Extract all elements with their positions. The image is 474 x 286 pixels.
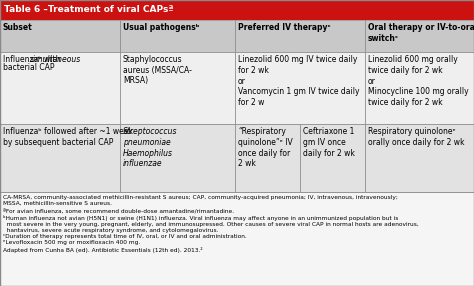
Text: Oral therapy or IV-to-oral
switchᶜ: Oral therapy or IV-to-oral switchᶜ (368, 23, 474, 43)
Text: Influenzaᵇ followed after ~1 week
by subsequent bacterial CAP: Influenzaᵇ followed after ~1 week by sub… (3, 127, 133, 147)
Bar (0, 52, 120, 124)
Text: Staphylococcus
aureus (MSSA/CA-
MRSA): Staphylococcus aureus (MSSA/CA- MRSA) (123, 55, 192, 86)
Text: bacterial CAP: bacterial CAP (3, 63, 55, 72)
Text: Linezolid 600 mg orally
twice daily for 2 wk
or
Minocycline 100 mg orally
twice : Linezolid 600 mg orally twice daily for … (368, 55, 469, 107)
Text: Ceftriaxone 1
gm IV once
daily for 2 wk: Ceftriaxone 1 gm IV once daily for 2 wk (303, 127, 355, 158)
Bar (365, 124, 474, 192)
Bar (365, 52, 474, 124)
Text: Influenzaᵇ with: Influenzaᵇ with (3, 55, 63, 64)
Bar (120, 52, 235, 124)
Text: CA-MRSA, community-associated methicillin-resistant S aureus; CAP, community-acq: CA-MRSA, community-associated methicilli… (3, 195, 419, 253)
Bar (365, 20, 474, 52)
Bar (0, 124, 120, 192)
Text: Preferred IV therapyᶜ: Preferred IV therapyᶜ (238, 23, 331, 32)
Bar (235, 124, 300, 192)
Bar (235, 52, 365, 124)
Text: Linezolid 600 mg IV twice daily
for 2 wk
or
Vancomycin 1 gm IV twice daily
for 2: Linezolid 600 mg IV twice daily for 2 wk… (238, 55, 359, 107)
Bar (120, 124, 235, 192)
Bar (235, 20, 365, 52)
Text: “Respiratory
quinolone”ᵉ IV
once daily for
2 wk: “Respiratory quinolone”ᵉ IV once daily f… (238, 127, 293, 168)
Bar (120, 20, 235, 52)
Text: Table 6 –Treatment of viral CAPsª: Table 6 –Treatment of viral CAPsª (4, 5, 173, 15)
Bar (0, 20, 120, 52)
Text: simultaneous: simultaneous (30, 55, 81, 64)
Text: Usual pathogensᵇ: Usual pathogensᵇ (123, 23, 200, 32)
Bar (0, 0, 474, 20)
Text: Streptococcus
pneumoniae
Haemophilus
influenzae: Streptococcus pneumoniae Haemophilus inf… (123, 127, 177, 168)
Text: Subset: Subset (3, 23, 33, 32)
Text: Respiratory quinoloneᵉ
orally once daily for 2 wk: Respiratory quinoloneᵉ orally once daily… (368, 127, 465, 147)
Bar (0, 192, 474, 286)
Bar (300, 124, 365, 192)
